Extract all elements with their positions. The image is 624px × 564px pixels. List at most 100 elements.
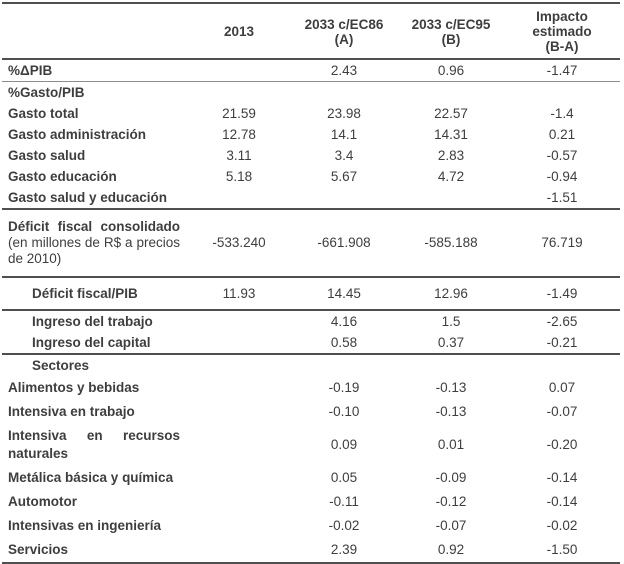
cell-ec95: 12.96 [398,277,504,311]
table-row-metalica-basica-quimica: Metálica básica y química 0.05 -0.09 -0.… [2,466,620,490]
table-row-intensiva-trabajo: Intensiva en trabajo -0.10 -0.13 -0.07 [2,400,620,424]
cell-ec95: 0.92 [398,538,504,564]
table-row-gasto-salud: Gasto salud 3.11 3.4 2.83 -0.57 [2,145,620,166]
row-label: Gasto total [8,106,79,121]
cell-ec95: 0.01 [437,437,465,452]
cell-2013 [188,466,290,490]
table-row-deficit-fiscal-pib: Déficit fiscal/PIB 11.93 14.45 12.96 -1.… [2,277,620,311]
row-label: Automotor [8,494,77,509]
row-label: Servicios [2,538,188,564]
cell-ec86: 4.16 [330,314,358,329]
cell-impacto [504,354,620,376]
table-row-servicios: Servicios 2.39 0.92 -1.50 [2,538,620,564]
cell-2013 [188,332,290,355]
cell-2013 [188,187,290,210]
cell-ec95: -0.09 [435,470,467,485]
cell-ec95: 0.37 [398,332,504,355]
table-row-gasto-total: Gasto total 21.59 23.98 22.57 -1.4 [2,103,620,124]
table-row-intensiva-recursos-naturales: Intensiva en recursos naturales 0.09 0.0… [2,424,620,466]
cell-impacto: 76.719 [504,209,620,278]
cell-ec95: 0.96 [398,59,504,82]
cell-ec86 [290,187,398,210]
table-row-sectores-section: Sectores [2,354,620,376]
cell-ec86 [290,354,398,376]
header-empty-cell [2,3,188,60]
row-label: Gasto administración [8,127,147,142]
cell-2013: 3.11 [226,148,252,163]
cell-impacto: -1.4 [550,106,574,121]
deficit-label-bold: Déficit fiscal consolidado [8,219,180,234]
cell-ec95 [398,354,504,376]
row-label: Gasto salud [8,148,86,163]
header-col-2013: 2013 [188,3,290,60]
cell-ec86: 3.4 [334,148,354,163]
cell-impacto: -0.07 [546,404,578,419]
cell-2013 [188,490,290,514]
cell-impacto: -0.14 [546,494,578,509]
row-label: Metálica básica y química [8,470,174,485]
cell-ec95: -0.12 [435,494,467,509]
table-row-gasto-salud-educacion: Gasto salud y educación -1.51 [2,187,620,210]
table-row-intensivas-ingenieria: Intensivas en ingeniería -0.02 -0.07 -0.… [2,514,620,538]
cell-2013 [188,400,290,424]
cell-2013 [188,82,290,104]
cell-impacto: -0.21 [504,332,620,355]
cell-impacto: -0.94 [546,169,578,184]
cell-ec95: 2.83 [437,148,465,163]
cell-2013: 11.93 [188,277,290,311]
row-label: Intensiva en recursos naturales [8,428,180,461]
cell-2013: -533.240 [188,209,290,278]
cell-ec86: 23.98 [327,106,361,121]
table-header-row: 2013 2033 c/EC86 (A) 2033 c/EC95 (B) Imp… [2,3,620,60]
cell-ec95: -585.188 [398,209,504,278]
cell-ec86: 5.67 [330,169,358,184]
row-label: %Gasto/PIB [8,85,85,100]
header-col-impacto: Impacto estimado (B-A) [504,3,620,60]
cell-impacto: 0.07 [548,380,576,395]
cell-ec86: 0.09 [330,437,358,452]
cell-2013 [188,376,290,400]
cell-impacto: -1.50 [504,538,620,564]
cell-impacto: -0.02 [546,518,578,533]
cell-ec86: -0.02 [328,518,360,533]
cell-impacto: -1.49 [504,277,620,311]
table-row-pib-delta: %ΔPIB 2.43 0.96 -1.47 [2,59,620,82]
cell-ec86: 2.39 [290,538,398,564]
cell-2013: 21.59 [222,106,256,121]
cell-2013 [188,310,290,332]
row-label: Sectores [32,358,90,373]
cell-ec86: -0.10 [328,404,360,419]
cell-impacto: 0.21 [548,127,576,142]
header-col-ec95: 2033 c/EC95 (B) [398,3,504,60]
cell-2013 [188,354,290,376]
cell-ec86: -0.19 [328,380,360,395]
cell-impacto: -2.65 [546,314,578,329]
cell-ec86: -661.908 [290,209,398,278]
table-row-deficit-consolidado: Déficit fiscal consolidado (en millones … [2,209,620,278]
cell-impacto [504,82,620,104]
deficit-label-note: (en millones de R$ a precios de 2010) [8,235,180,266]
cell-impacto: -1.51 [504,187,620,210]
cell-impacto: -1.47 [504,59,620,82]
row-label: Déficit fiscal consolidado (en millones … [2,209,188,278]
cell-ec95: -0.13 [435,404,467,419]
cell-2013: 5.18 [225,169,253,184]
cell-ec95: 14.31 [434,127,468,142]
cell-ec95: -0.13 [435,380,467,395]
cell-ec86 [290,82,398,104]
table-row-alimentos-bebidas: Alimentos y bebidas -0.19 -0.13 0.07 [2,376,620,400]
header-col-ec86: 2033 c/EC86 (A) [290,3,398,60]
row-label: Intensiva en trabajo [8,404,135,419]
cell-ec86: 2.43 [290,59,398,82]
cell-ec95 [398,82,504,104]
row-label: Déficit fiscal/PIB [2,277,188,311]
cell-ec86: -0.11 [329,494,359,509]
cell-2013 [188,538,290,564]
row-label: Gasto salud y educación [2,187,188,210]
cell-ec95: -0.07 [435,518,467,533]
row-label: Alimentos y bebidas [8,380,140,395]
cell-ec95: 1.5 [441,314,461,329]
table-row-gasto-administracion: Gasto administración 12.78 14.1 14.31 0.… [2,124,620,145]
